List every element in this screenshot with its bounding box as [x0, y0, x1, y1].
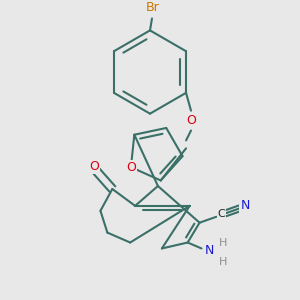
Text: N: N	[241, 199, 250, 212]
Text: O: O	[90, 160, 99, 173]
Text: H: H	[219, 257, 227, 267]
Text: O: O	[186, 114, 196, 127]
Text: Br: Br	[146, 1, 160, 14]
Text: C: C	[218, 209, 225, 219]
Text: H: H	[219, 238, 227, 248]
Text: N: N	[205, 244, 214, 257]
Text: O: O	[126, 161, 136, 174]
